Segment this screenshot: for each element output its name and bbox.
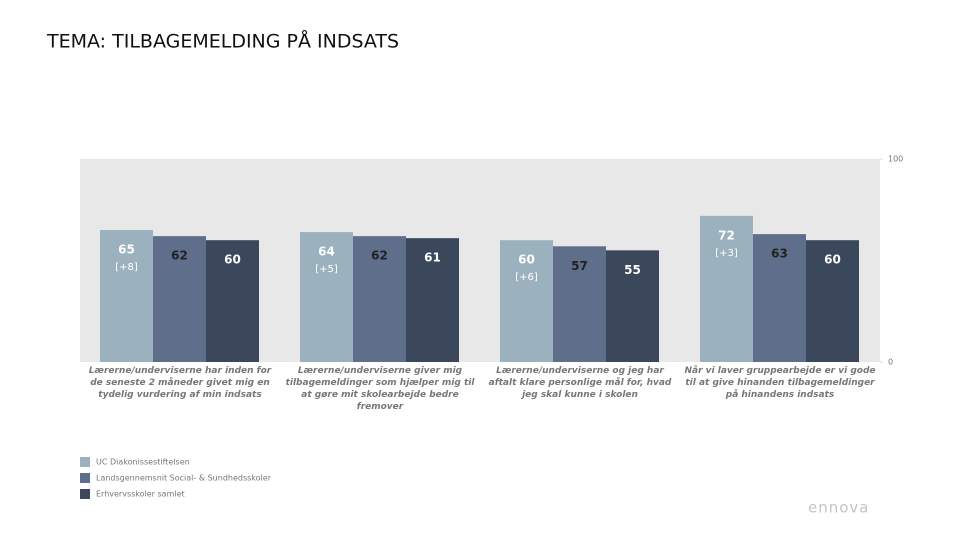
value-label: 63 — [771, 247, 788, 261]
bar — [606, 250, 659, 362]
value-label: 62 — [171, 249, 188, 263]
value-label: 60 — [518, 253, 535, 267]
bar — [406, 238, 459, 362]
y-tick-label: 0 — [888, 358, 893, 367]
legend-label: Landsgennemsnit Social- & Sundhedsskoler — [96, 474, 272, 483]
bar — [100, 230, 153, 362]
legend-label: Erhvervsskoler samlet — [96, 490, 185, 499]
value-label: 65 — [118, 243, 135, 257]
legend-label: UC Diakonissestiftelsen — [96, 458, 190, 467]
bar — [153, 236, 206, 362]
bar — [700, 215, 753, 362]
change-label: [+5] — [315, 264, 338, 275]
x-tick-label: Når vi laver gruppearbejde er vi gode ti… — [684, 366, 876, 400]
change-label: [+6] — [515, 272, 538, 283]
legend-swatch — [80, 457, 90, 467]
bar — [753, 234, 806, 362]
value-label: 60 — [824, 253, 841, 267]
bar — [553, 246, 606, 362]
x-tick-label: Lærerne/underviserne og jeg har aftalt k… — [488, 366, 672, 400]
value-label: 55 — [624, 263, 641, 277]
bar — [806, 240, 859, 362]
value-label: 61 — [424, 251, 441, 265]
bar — [500, 240, 553, 362]
x-tick-label: Lærerne/underviserne giver mig tilbageme… — [285, 366, 475, 412]
value-label: 62 — [371, 249, 388, 263]
value-label: 57 — [571, 259, 588, 273]
value-label: 60 — [224, 253, 241, 267]
bar — [300, 232, 353, 362]
legend-swatch — [80, 489, 90, 499]
y-tick-label: 100 — [888, 155, 903, 164]
change-label: [+3] — [715, 248, 738, 259]
x-tick-label: Lærerne/underviserne har inden for de se… — [88, 366, 272, 400]
change-label: [+8] — [115, 262, 138, 273]
logo: ennova — [808, 499, 870, 517]
value-label: 64 — [318, 245, 335, 259]
bar — [353, 236, 406, 362]
legend-swatch — [80, 473, 90, 483]
bar — [206, 240, 259, 362]
value-label: 72 — [718, 228, 735, 242]
chart-title: TEMA: TILBAGEMELDING PÅ INDSATS — [46, 30, 399, 53]
